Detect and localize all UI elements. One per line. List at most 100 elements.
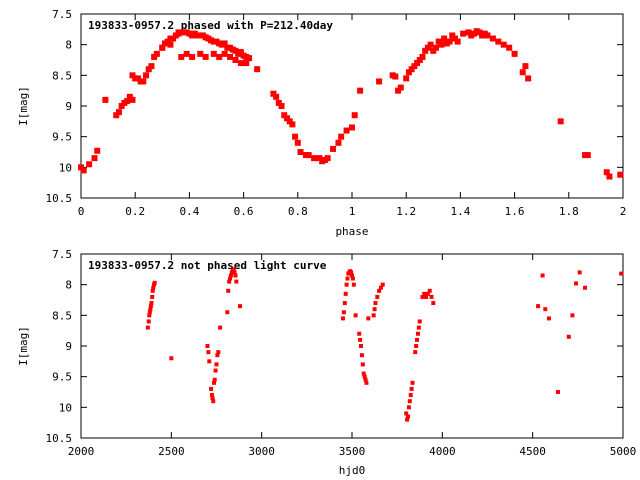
data-point: [430, 47, 437, 54]
data-point: [210, 396, 215, 401]
x-tick-label: 2: [620, 205, 627, 218]
data-point: [243, 60, 250, 67]
data-point: [289, 121, 296, 128]
x-tick-label: 5000: [610, 445, 637, 458]
x-tick-label: 1.2: [396, 205, 416, 218]
data-point: [202, 53, 209, 60]
data-point: [231, 267, 236, 272]
data-point: [358, 337, 363, 342]
data-point: [540, 273, 545, 278]
data-point: [343, 291, 348, 296]
data-point: [113, 112, 120, 119]
data-point: [292, 133, 299, 140]
x-axis-label: hjd0: [339, 464, 366, 477]
data-point: [375, 294, 380, 299]
x-tick-label: 0.4: [179, 205, 199, 218]
y-tick-label: 8: [65, 279, 72, 292]
data-point: [344, 282, 349, 287]
data-point: [145, 325, 150, 330]
data-point: [350, 273, 354, 278]
data-point: [435, 38, 442, 45]
data-point: [506, 44, 513, 51]
data-point: [215, 353, 220, 358]
data-point: [153, 50, 160, 57]
data-point: [574, 281, 579, 286]
data-point: [227, 53, 234, 60]
data-point: [233, 273, 238, 278]
data-point: [415, 331, 420, 336]
x-tick-label: 3500: [339, 445, 366, 458]
data-point: [151, 53, 158, 60]
data-point: [419, 53, 426, 60]
data-point: [570, 313, 575, 318]
data-point: [619, 271, 624, 276]
data-point: [126, 93, 133, 100]
data-point: [86, 161, 93, 168]
x-tick-label: 4000: [429, 445, 456, 458]
data-point: [411, 63, 418, 70]
data-point: [500, 41, 507, 48]
data-point: [275, 99, 282, 106]
data-point: [415, 337, 420, 342]
data-point: [495, 38, 502, 45]
y-tick-label: 9.5: [52, 371, 72, 384]
data-point: [316, 155, 323, 162]
data-point: [410, 380, 415, 385]
data-point: [150, 288, 155, 293]
x-tick-label: 1.6: [505, 205, 525, 218]
x-axis-label: phase: [335, 225, 368, 238]
data-point: [449, 32, 456, 39]
data-point: [149, 301, 154, 306]
data-point: [454, 38, 461, 45]
data-point: [489, 35, 496, 42]
data-point: [366, 316, 371, 321]
data-point: [169, 356, 174, 361]
data-point: [362, 374, 367, 379]
x-tick-label: 2000: [68, 445, 95, 458]
data-point: [148, 307, 153, 312]
y-tick-label: 8.5: [52, 69, 72, 82]
x-tick-label: 2500: [158, 445, 185, 458]
x-tick-label: 1.8: [559, 205, 579, 218]
data-point: [170, 35, 177, 42]
y-tick-label: 9.5: [52, 131, 72, 144]
data-point: [183, 50, 190, 57]
data-point: [311, 155, 318, 162]
data-point: [406, 405, 411, 410]
data-point: [484, 32, 491, 39]
data-point: [152, 280, 157, 285]
data-point: [345, 276, 350, 281]
data-point: [78, 164, 84, 171]
data-point: [413, 350, 418, 355]
data-point: [519, 69, 526, 76]
x-tick-label: 0.8: [288, 205, 308, 218]
data-point: [140, 78, 147, 85]
data-point: [118, 103, 125, 109]
data-point: [294, 139, 301, 146]
data-point: [147, 310, 152, 315]
data-point: [373, 301, 378, 306]
data-point: [211, 380, 216, 385]
data-point: [237, 304, 242, 309]
data-point: [148, 304, 153, 309]
data-point: [216, 53, 223, 60]
data-point: [420, 294, 425, 299]
data-point: [431, 301, 436, 306]
data-point: [378, 285, 383, 290]
data-point: [210, 50, 217, 57]
data-point: [335, 139, 342, 146]
data-point: [146, 319, 151, 324]
data-point: [286, 118, 293, 125]
data-point: [555, 390, 560, 394]
data-point: [407, 399, 412, 404]
data-point: [409, 386, 414, 391]
data-point: [159, 44, 166, 51]
data-point: [330, 145, 337, 152]
data-point: [102, 96, 109, 103]
data-point: [209, 393, 214, 398]
data-point: [359, 353, 364, 358]
data-point: [395, 87, 402, 94]
data-point: [227, 279, 232, 284]
data-point: [164, 38, 171, 45]
